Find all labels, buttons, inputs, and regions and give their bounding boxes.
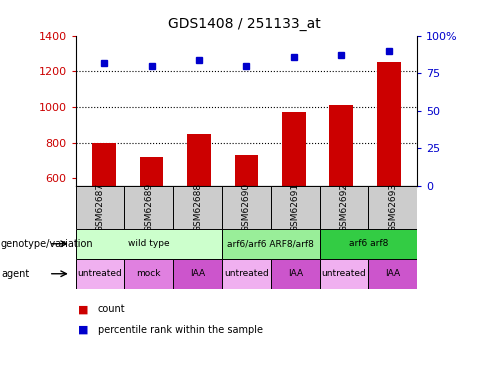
Bar <box>124 186 173 229</box>
Text: ■: ■ <box>78 325 89 335</box>
Bar <box>76 229 222 259</box>
Bar <box>92 143 116 286</box>
Bar <box>222 229 320 259</box>
Text: genotype/variation: genotype/variation <box>1 239 94 249</box>
Bar <box>76 259 124 289</box>
Bar <box>271 186 320 229</box>
Bar <box>368 186 417 229</box>
Text: arf6 arf8: arf6 arf8 <box>349 239 388 248</box>
Bar <box>368 259 417 289</box>
Bar <box>282 111 306 286</box>
Bar <box>320 186 368 229</box>
Bar <box>140 157 163 286</box>
Bar <box>222 259 271 289</box>
Bar <box>235 155 258 286</box>
Bar <box>173 186 222 229</box>
Text: GSM62692: GSM62692 <box>340 183 348 232</box>
Bar <box>377 62 401 286</box>
Bar <box>76 186 124 229</box>
Bar <box>320 229 417 259</box>
Text: wild type: wild type <box>128 239 170 248</box>
Text: GSM62691: GSM62691 <box>291 183 300 232</box>
Text: agent: agent <box>1 269 29 279</box>
Text: IAA: IAA <box>190 269 205 278</box>
Text: arf6/arf6 ARF8/arf8: arf6/arf6 ARF8/arf8 <box>227 239 314 248</box>
Text: GSM62693: GSM62693 <box>388 183 397 232</box>
Text: GSM62689: GSM62689 <box>144 183 153 232</box>
Text: ■: ■ <box>78 304 89 314</box>
Text: mock: mock <box>137 269 161 278</box>
Text: GDS1408 / 251133_at: GDS1408 / 251133_at <box>167 17 321 31</box>
Bar <box>124 259 173 289</box>
Bar <box>271 259 320 289</box>
Bar <box>187 134 211 286</box>
Bar <box>320 259 368 289</box>
Bar <box>329 105 353 286</box>
Text: count: count <box>98 304 125 314</box>
Text: untreated: untreated <box>224 269 269 278</box>
Text: GSM62687: GSM62687 <box>96 183 104 232</box>
Text: untreated: untreated <box>78 269 122 278</box>
Text: GSM62688: GSM62688 <box>193 183 202 232</box>
Text: IAA: IAA <box>288 269 303 278</box>
Text: GSM62690: GSM62690 <box>242 183 251 232</box>
Text: untreated: untreated <box>322 269 366 278</box>
Bar <box>173 259 222 289</box>
Bar <box>222 186 271 229</box>
Text: percentile rank within the sample: percentile rank within the sample <box>98 325 263 335</box>
Text: IAA: IAA <box>386 269 400 278</box>
